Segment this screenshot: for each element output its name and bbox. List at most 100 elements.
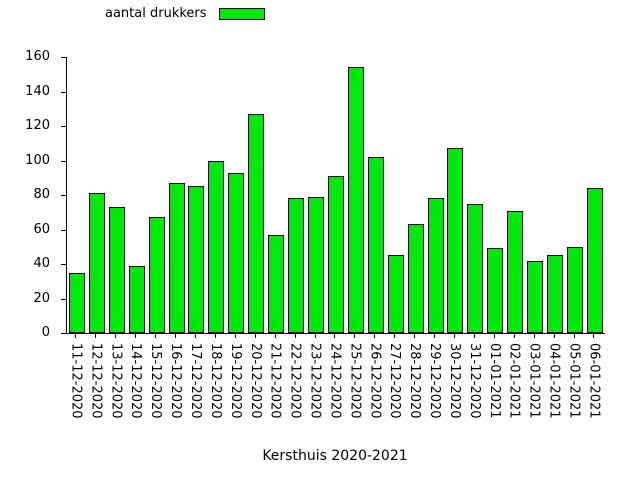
x-tick-label: 11-12-2020: [68, 343, 84, 419]
x-tick-mark: [168, 334, 184, 338]
y-tick-label: 140: [25, 83, 50, 99]
y-tick-label: 60: [33, 221, 50, 237]
y-tick-label: 20: [33, 290, 50, 306]
x-tick-label: 22-12-2020: [287, 343, 303, 419]
bar: [507, 210, 524, 333]
bar: [527, 260, 544, 333]
y-tick-mark: [61, 298, 66, 300]
x-tick-mark: [466, 334, 482, 338]
x-tick-mark: [486, 334, 502, 338]
y-tick-mark: [61, 195, 66, 196]
x-tick-label: 19-12-2020: [227, 343, 243, 419]
bar: [547, 255, 564, 333]
bar: [427, 198, 444, 333]
bar: [268, 234, 285, 333]
x-tick-label: 26-12-2020: [367, 343, 383, 419]
x-tick-label: 15-12-2020: [148, 343, 164, 419]
x-tick-label: 21-12-2020: [267, 343, 283, 419]
bar: [128, 265, 145, 333]
x-tick-mark: [327, 334, 343, 338]
bar: [407, 224, 424, 333]
bar: [347, 67, 364, 333]
x-tick-mark: [367, 334, 383, 338]
bar: [108, 207, 125, 333]
y-tick-mark: [61, 264, 66, 265]
x-axis-ticks: [66, 334, 604, 338]
x-tick-label: 16-12-2020: [168, 343, 184, 419]
bar: [447, 148, 464, 333]
bar: [68, 272, 85, 333]
x-tick-mark: [287, 334, 303, 338]
bar: [367, 157, 384, 333]
x-tick-label: 18-12-2020: [207, 343, 223, 419]
x-tick-label: 14-12-2020: [128, 343, 144, 419]
y-axis-ticks: [61, 57, 66, 334]
x-tick-label: 06-01-2021: [586, 343, 602, 419]
x-tick-mark: [307, 334, 323, 338]
y-tick-label: 100: [25, 152, 50, 168]
x-tick-mark: [387, 334, 403, 338]
legend-color-swatch: [218, 7, 265, 20]
legend-label: aantal drukkers: [105, 6, 207, 21]
bar: [487, 248, 504, 333]
y-tick-mark: [61, 229, 66, 231]
x-axis-labels: 11-12-2020 12-12-2020 13-12-2020 14-12-2020…: [66, 343, 604, 438]
bar: [248, 113, 265, 333]
bar: [208, 160, 225, 333]
x-tick-mark: [227, 334, 243, 338]
x-tick-label: 25-12-2020: [347, 343, 363, 419]
x-tick-mark: [88, 334, 104, 338]
x-tick-label: 03-01-2021: [526, 343, 542, 419]
y-tick-mark: [61, 126, 66, 127]
x-tick-mark: [506, 334, 522, 338]
x-tick-label: 31-12-2020: [466, 343, 482, 419]
x-tick-mark: [446, 334, 462, 338]
bar: [567, 246, 583, 333]
x-tick-mark: [267, 334, 283, 338]
x-tick-label: 01-01-2021: [486, 343, 502, 419]
x-tick-mark: [566, 334, 582, 338]
x-tick-label: 04-01-2021: [546, 343, 562, 419]
x-tick-label: 02-01-2021: [506, 343, 522, 419]
bar: [88, 193, 105, 333]
x-tick-label: 30-12-2020: [446, 343, 462, 419]
x-tick-mark: [546, 334, 562, 338]
y-tick-label: 40: [33, 256, 50, 271]
x-tick-label: 05-01-2021: [566, 343, 582, 419]
y-tick-label: 0: [41, 325, 50, 340]
y-tick-label: 120: [25, 118, 50, 133]
y-tick-label: 80: [33, 187, 50, 202]
bar: [467, 203, 484, 333]
legend: aantal drukkers: [105, 6, 265, 21]
x-tick-label: 24-12-2020: [327, 343, 343, 419]
y-tick-mark: [61, 91, 66, 93]
y-tick-mark: [61, 333, 66, 334]
x-tick-mark: [526, 334, 542, 338]
y-tick-mark: [61, 160, 66, 162]
x-tick-mark: [427, 334, 443, 338]
x-tick-label: 17-12-2020: [187, 343, 203, 419]
bar: [586, 188, 603, 333]
chart-title: Kersthuis 2020-2021: [262, 448, 408, 464]
x-tick-label: 23-12-2020: [307, 343, 323, 419]
bar: [308, 196, 325, 333]
x-tick-label: 29-12-2020: [427, 343, 443, 419]
x-tick-mark: [586, 334, 602, 338]
bar: [188, 186, 205, 333]
y-tick-label: 160: [25, 49, 50, 64]
y-tick-mark: [61, 57, 66, 58]
x-tick-mark: [187, 334, 203, 338]
x-tick-label: 13-12-2020: [108, 343, 124, 419]
bar: [327, 176, 344, 333]
x-tick-mark: [247, 334, 263, 338]
bar: [387, 255, 404, 333]
y-axis-labels: 0 20 40 60 80 100 120 140 160: [0, 49, 58, 340]
x-tick-label: 27-12-2020: [387, 343, 403, 419]
x-tick-mark: [207, 334, 223, 338]
bar: [148, 217, 165, 333]
x-tick-mark: [148, 334, 164, 338]
plot-area: [66, 57, 605, 334]
x-tick-mark: [347, 334, 363, 338]
x-tick-label: 20-12-2020: [247, 343, 263, 419]
